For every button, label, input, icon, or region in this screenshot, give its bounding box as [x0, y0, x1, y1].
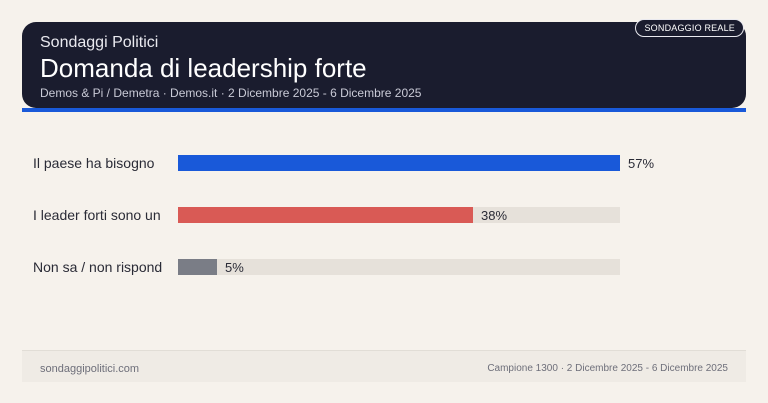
bar-value-label: 5%: [225, 260, 244, 275]
page-title: Domanda di leadership forte: [40, 53, 367, 83]
header-kicker: Sondaggi Politici: [40, 34, 159, 51]
bar-track: [178, 155, 620, 171]
footer-site[interactable]: sondaggipolitici.com: [40, 363, 140, 375]
bar-track: [178, 207, 620, 223]
header-panel: Sondaggi Politici Domanda di leadership …: [22, 19, 746, 108]
footer: sondaggipolitici.com Campione 1300 · 2 D…: [22, 350, 746, 382]
bar: [178, 259, 217, 275]
footer-info: Campione 1300 · 2 Dicembre 2025 - 6 Dice…: [487, 363, 728, 374]
bar-value-label: 38%: [481, 208, 508, 223]
real-poll-badge: SONDAGGIO REALE: [635, 19, 744, 37]
bar-label: Non sa / non rispond: [33, 259, 163, 275]
bar-label: I leader forti sono un: [33, 207, 161, 223]
bar: [178, 155, 620, 171]
bar: [178, 207, 473, 223]
bar-track: [178, 259, 620, 275]
header-subtitle: Demos & Pi / Demetra · Demos.it · 2 Dice…: [40, 86, 422, 100]
bar-value-label: 57%: [628, 156, 655, 171]
bar-label: Il paese ha bisogno: [33, 155, 155, 171]
accent-divider: [22, 108, 746, 112]
